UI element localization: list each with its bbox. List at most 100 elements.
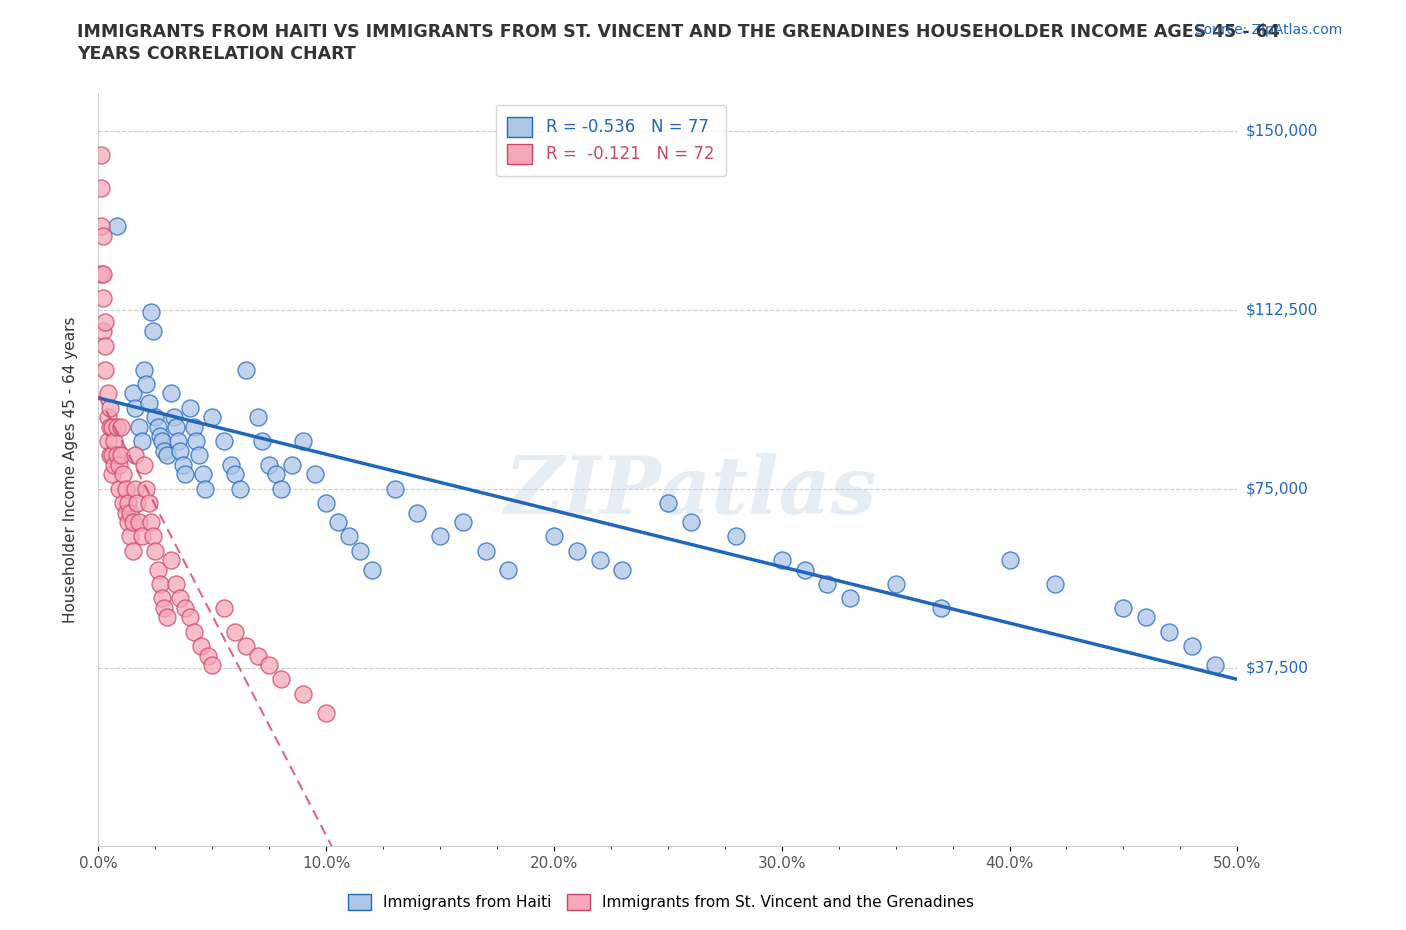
Text: ZIPatlas: ZIPatlas	[505, 454, 877, 531]
Point	[91, 229, 114, 244]
Point	[103, 458, 125, 472]
Point	[131, 529, 153, 544]
Point	[406, 505, 429, 520]
Point	[201, 410, 224, 425]
Point	[101, 419, 124, 434]
Point	[101, 467, 124, 482]
Point	[1181, 639, 1204, 654]
Point	[679, 514, 702, 529]
Point	[150, 433, 173, 448]
Point	[315, 705, 337, 720]
Point	[114, 505, 136, 520]
Point	[194, 482, 217, 497]
Point	[98, 419, 121, 434]
Point	[201, 658, 224, 672]
Point	[101, 448, 124, 463]
Y-axis label: Householder Income Ages 45 - 64 years: Householder Income Ages 45 - 64 years	[63, 316, 77, 623]
Point	[1112, 601, 1135, 616]
Point	[131, 433, 153, 448]
Point	[337, 529, 360, 544]
Point	[264, 467, 287, 482]
Point	[117, 514, 139, 529]
Point	[292, 686, 315, 701]
Point	[270, 482, 292, 497]
Point	[121, 543, 143, 558]
Point	[657, 496, 679, 511]
Point	[929, 601, 952, 616]
Point	[138, 496, 160, 511]
Point	[98, 448, 121, 463]
Point	[91, 267, 114, 282]
Point	[91, 324, 114, 339]
Point	[725, 529, 748, 544]
Point	[139, 514, 162, 529]
Point	[183, 419, 205, 434]
Point	[105, 448, 128, 463]
Point	[169, 443, 191, 458]
Point	[90, 267, 112, 282]
Point	[315, 496, 337, 511]
Point	[884, 577, 907, 591]
Point	[228, 482, 250, 497]
Point	[179, 400, 201, 415]
Point	[121, 514, 143, 529]
Text: $150,000: $150,000	[1246, 124, 1317, 139]
Point	[197, 648, 219, 663]
Point	[212, 601, 235, 616]
Point	[292, 433, 315, 448]
Point	[165, 577, 187, 591]
Point	[94, 314, 117, 329]
Point	[174, 467, 197, 482]
Text: $75,000: $75,000	[1246, 481, 1309, 497]
Point	[90, 219, 112, 234]
Point	[120, 529, 142, 544]
Point	[474, 543, 496, 558]
Point	[588, 552, 610, 567]
Point	[224, 467, 246, 482]
Point	[105, 419, 128, 434]
Point	[162, 410, 184, 425]
Point	[146, 419, 169, 434]
Point	[186, 433, 208, 448]
Point	[124, 448, 146, 463]
Point	[169, 591, 191, 605]
Point	[124, 400, 146, 415]
Point	[96, 433, 118, 448]
Point	[103, 433, 125, 448]
Point	[565, 543, 588, 558]
Point	[90, 181, 112, 196]
Point	[127, 496, 149, 511]
Point	[1135, 610, 1157, 625]
Point	[193, 467, 215, 482]
Point	[326, 514, 349, 529]
Point	[349, 543, 371, 558]
Point	[128, 514, 150, 529]
Point	[1043, 577, 1066, 591]
Point	[998, 552, 1021, 567]
Point	[91, 290, 114, 305]
Point	[150, 591, 173, 605]
Text: IMMIGRANTS FROM HAITI VS IMMIGRANTS FROM ST. VINCENT AND THE GRENADINES HOUSEHOL: IMMIGRANTS FROM HAITI VS IMMIGRANTS FROM…	[77, 23, 1279, 41]
Point	[105, 219, 128, 234]
Legend: Immigrants from Haiti, Immigrants from St. Vincent and the Grenadines: Immigrants from Haiti, Immigrants from S…	[340, 886, 981, 918]
Point	[246, 648, 269, 663]
Point	[259, 458, 281, 472]
Legend: R = -0.536   N = 77, R =  -0.121   N = 72: R = -0.536 N = 77, R = -0.121 N = 72	[496, 105, 725, 176]
Point	[121, 386, 143, 401]
Point	[259, 658, 281, 672]
Point	[612, 563, 634, 578]
Point	[124, 482, 146, 497]
Point	[252, 433, 274, 448]
Point	[112, 496, 135, 511]
Point	[145, 410, 167, 425]
Point	[270, 672, 292, 687]
Point	[160, 386, 183, 401]
Point	[149, 429, 172, 444]
Point	[98, 400, 121, 415]
Point	[360, 563, 382, 578]
Point	[153, 443, 176, 458]
Point	[110, 448, 132, 463]
Point	[839, 591, 862, 605]
Point	[156, 448, 179, 463]
Point	[1157, 624, 1180, 639]
